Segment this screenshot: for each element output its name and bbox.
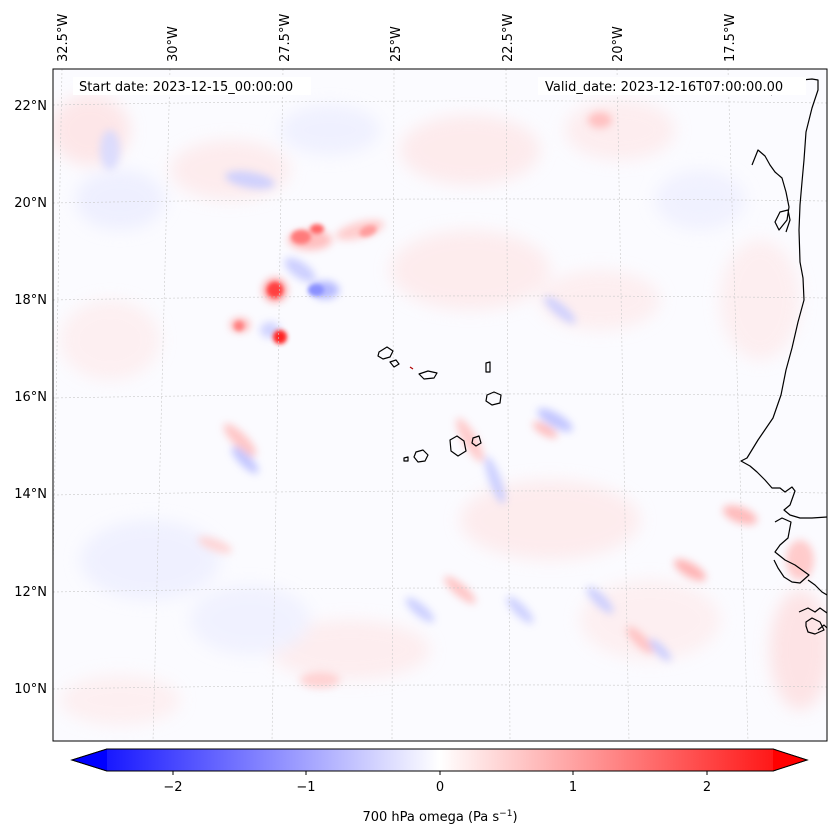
colorbar-tick-2: 2 [703, 780, 711, 795]
colorbar-label-close: ) [512, 810, 517, 825]
colorbar-bar [70, 748, 809, 772]
colorbar-label-sup: −1 [499, 809, 512, 819]
lon-label-22-5w: 22.5°W [501, 14, 516, 62]
coastlines [377, 78, 827, 635]
lat-label-10n: 10°N [14, 682, 47, 697]
lon-label-30w: 30°W [166, 26, 181, 62]
lon-label-25w: 25°W [389, 26, 404, 62]
lat-label-18n: 18°N [14, 293, 47, 308]
lat-label-14n: 14°N [14, 487, 47, 502]
gridlines [53, 69, 827, 741]
colorbar-tick-neg2: −2 [163, 780, 182, 795]
header: Start date: 2023-12-15_00:00:00 Valid_da… [73, 77, 806, 95]
colorbar-tick-neg1: −1 [296, 780, 315, 795]
colorbar-extend-min [72, 749, 107, 771]
colorbar: −2 −1 0 1 2 700 hPa omega (Pa s−1) [70, 748, 809, 825]
colorbar-label: 700 hPa omega (Pa s−1) [362, 809, 517, 825]
map-panel [52, 68, 828, 742]
latitude-labels: 22°N 20°N 18°N 16°N 14°N 12°N 10°N [14, 99, 47, 697]
colorbar-tick-0: 0 [436, 780, 444, 795]
lat-label-16n: 16°N [14, 390, 47, 405]
lat-label-22n: 22°N [14, 99, 47, 114]
lat-label-12n: 12°N [14, 585, 47, 600]
longitude-labels: 32.5°W 30°W 27.5°W 25°W 22.5°W 20°W 17.5… [56, 14, 738, 62]
colorbar-label-main: 700 hPa omega (Pa s [362, 810, 499, 825]
omega-field [53, 69, 827, 741]
lon-label-27-5w: 27.5°W [278, 14, 293, 62]
colorbar-tick-1: 1 [569, 780, 577, 795]
lon-label-17-5w: 17.5°W [723, 14, 738, 62]
valid-date-label: Valid_date: 2023-12-16T07:00:00.00 [545, 80, 783, 95]
start-date-label: Start date: 2023-12-15_00:00:00 [79, 80, 293, 95]
colorbar-extend-max [773, 749, 807, 771]
lon-label-20w: 20°W [611, 26, 626, 62]
lon-label-32-5w: 32.5°W [56, 14, 71, 62]
lat-label-20n: 20°N [14, 196, 47, 211]
